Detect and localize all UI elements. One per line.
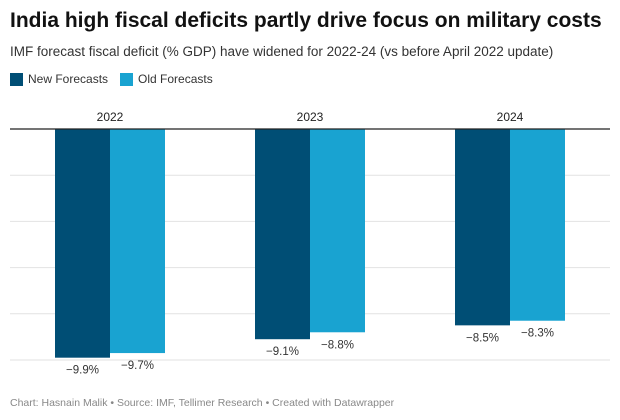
legend-label-old: Old Forecasts xyxy=(138,72,213,86)
bar xyxy=(455,129,510,326)
chart-title: India high fiscal deficits partly drive … xyxy=(10,9,602,32)
x-tick-label: 2023 xyxy=(297,110,324,124)
data-label: −9.1% xyxy=(266,346,299,358)
bar xyxy=(110,129,165,354)
legend-item-new: New Forecasts xyxy=(10,72,108,86)
x-tick-label: 2024 xyxy=(497,110,524,124)
bar xyxy=(510,129,565,321)
legend-label-new: New Forecasts xyxy=(28,72,109,86)
data-label: −9.7% xyxy=(121,360,154,372)
data-label: −8.5% xyxy=(466,332,499,344)
legend-swatch-new xyxy=(10,72,23,86)
bar xyxy=(55,129,110,358)
chart-footer: Chart: Hasnain Malik • Source: IMF, Tell… xyxy=(10,397,395,409)
legend-item-old: Old Forecasts xyxy=(120,72,213,86)
legend-swatch-old xyxy=(120,72,134,86)
data-label: −8.3% xyxy=(521,328,554,340)
bar xyxy=(255,129,310,340)
data-label: −9.9% xyxy=(66,365,99,377)
data-label: −8.8% xyxy=(321,339,354,351)
x-tick-label: 2022 xyxy=(97,110,124,124)
legend: New Forecasts Old Forecasts xyxy=(10,72,225,86)
chart-subtitle: IMF forecast fiscal deficit (% GDP) have… xyxy=(10,44,554,59)
bar xyxy=(310,129,365,333)
